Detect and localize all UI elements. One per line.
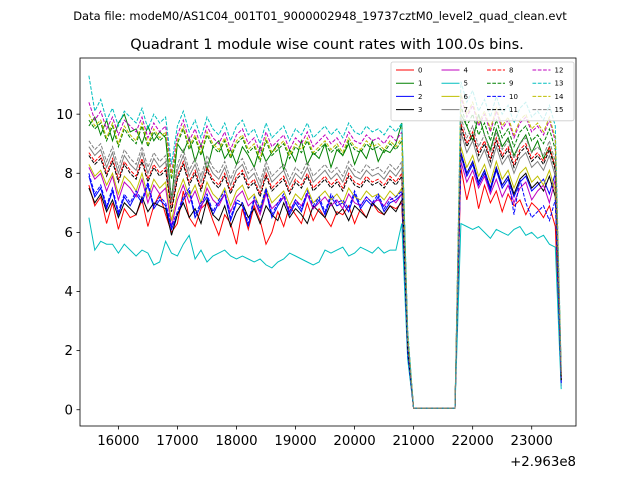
series-line-10 (88, 152, 562, 409)
legend-label-8: 8 (509, 67, 513, 75)
x-tick-label: 21000 (392, 434, 434, 449)
legend-frame (390, 61, 575, 122)
legend-label-13: 13 (555, 80, 564, 88)
x-tick-label: 18000 (215, 434, 257, 449)
legend-label-7: 7 (464, 106, 468, 114)
plot-area (88, 75, 562, 409)
legend-label-1: 1 (418, 80, 422, 88)
legend-label-3: 3 (418, 106, 422, 114)
legend-label-6: 6 (464, 93, 469, 101)
x-tick-label: 22000 (452, 434, 494, 449)
series-line-11 (88, 125, 562, 409)
series-line-6 (88, 146, 562, 409)
legend-label-10: 10 (509, 93, 518, 101)
series-line-5 (88, 217, 562, 409)
x-tick-label: 20000 (333, 434, 375, 449)
series-line-4 (88, 161, 562, 409)
y-axis: 0 2 4 6 8 10 (56, 108, 80, 418)
series-line-7 (88, 131, 562, 409)
legend-label-0: 0 (418, 67, 422, 75)
y-tick-label: 2 (65, 344, 73, 359)
x-tick-label: 16000 (97, 434, 139, 449)
y-tick-label: 0 (65, 403, 73, 418)
legend-label-9: 9 (509, 80, 513, 88)
legend-label-11: 11 (509, 106, 518, 114)
series-line-14 (88, 93, 562, 409)
chart-title: Quadrant 1 module wise count rates with … (130, 37, 524, 53)
y-tick-label: 6 (65, 226, 73, 241)
legend-label-2: 2 (418, 93, 422, 101)
y-tick-label: 8 (65, 167, 73, 182)
x-tick-label: 23000 (511, 434, 553, 449)
legend-label-5: 5 (464, 80, 468, 88)
legend-label-4: 4 (464, 67, 469, 75)
y-tick-label: 4 (65, 285, 73, 300)
y-tick-label: 10 (56, 108, 73, 123)
x-tick-label: 17000 (156, 434, 198, 449)
x-axis-offset-label: +2.963e8 (510, 455, 576, 470)
legend-label-14: 14 (555, 93, 564, 101)
figure-suptitle: Data file: modeM0/AS1C04_001T01_90000029… (73, 9, 567, 23)
axes-frame (79, 57, 577, 427)
series-line-15 (88, 116, 562, 409)
series-line-2 (88, 155, 562, 409)
x-tick-label: 19000 (274, 434, 316, 449)
legend-label-12: 12 (555, 67, 564, 75)
x-axis: 16000 17000 18000 19000 20000 21000 22000 23000 (97, 426, 553, 449)
legend-label-15: 15 (555, 106, 564, 114)
